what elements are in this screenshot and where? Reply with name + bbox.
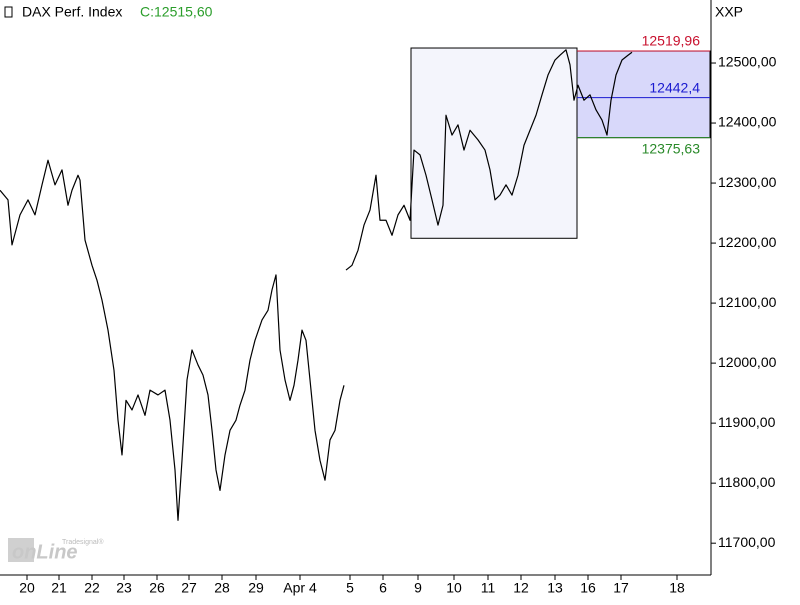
x-tick-label: 13 — [547, 580, 563, 596]
price-line — [0, 49, 633, 521]
axis-title: XXP — [715, 4, 743, 20]
x-tick-label: 26 — [149, 580, 165, 596]
x-tick-label: 9 — [414, 580, 422, 596]
watermark: Tradesignal® onLine — [8, 538, 104, 563]
watermark-brand: Tradesignal® — [62, 538, 104, 546]
level-label: 12375,63 — [642, 140, 701, 156]
x-tick-label: 22 — [84, 580, 100, 596]
watermark-text: onLine — [12, 541, 78, 563]
chart-title: DAX Perf. Index — [22, 4, 122, 20]
x-tick-label: 27 — [181, 580, 197, 596]
last-price-label: C:12515,60 — [140, 4, 213, 20]
x-tick-label: 10 — [446, 580, 462, 596]
level-label: 12519,96 — [642, 33, 701, 49]
zone — [410, 47, 578, 239]
x-tick-label: 6 — [379, 580, 387, 596]
x-tick-label: 20 — [19, 580, 35, 596]
y-tick-label: 11900,00 — [718, 414, 776, 430]
y-tick-label: 12400,00 — [718, 114, 777, 130]
title-icon — [4, 6, 13, 18]
level-label: 12442,4 — [649, 79, 700, 95]
y-tick-label: 12500,00 — [718, 54, 777, 70]
x-tick-label: 11 — [481, 580, 496, 596]
watermark-badge — [8, 538, 34, 562]
x-tick-label: Apr 4 — [283, 580, 317, 596]
y-tick-label: 11700,00 — [718, 534, 776, 550]
x-tick-label: 5 — [346, 580, 354, 596]
x-tick-label: 18 — [669, 580, 685, 596]
x-tick-label: 29 — [248, 580, 264, 596]
zones — [410, 47, 711, 239]
x-tick-label: 12 — [513, 580, 529, 596]
x-tick-label: 21 — [51, 580, 67, 596]
y-tick-label: 12200,00 — [718, 234, 777, 250]
x-tick-label: 17 — [613, 580, 629, 596]
x-tick-label: 28 — [214, 580, 230, 596]
y-tick-label: 11800,00 — [718, 474, 776, 490]
y-tick-label: 12000,00 — [718, 354, 777, 370]
x-tick-label: 16 — [580, 580, 596, 596]
x-tick-label: 23 — [116, 580, 132, 596]
y-tick-label: 12300,00 — [718, 174, 777, 190]
y-tick-label: 12100,00 — [718, 294, 777, 310]
